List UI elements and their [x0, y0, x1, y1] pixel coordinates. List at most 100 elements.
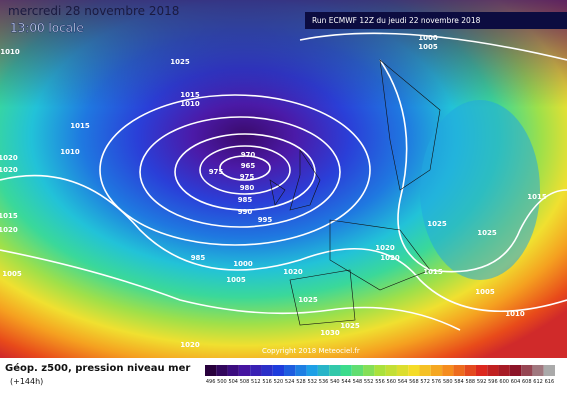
isobar-label: 980 [240, 184, 255, 192]
isobar-label: 990 [238, 208, 253, 216]
scale-swatch [216, 365, 228, 376]
time-title: 13:00 locale [10, 21, 84, 35]
scale-swatch [442, 365, 454, 376]
scale-swatch [340, 365, 352, 376]
scale-swatch [238, 365, 251, 376]
isobar-label: 1005 [475, 288, 495, 296]
scale-label: 616 [545, 379, 555, 385]
isobar-label: 1005 [2, 270, 22, 278]
isobar-label: 1010 [60, 148, 80, 156]
scale-label: 564 [398, 379, 408, 385]
scale-label: 556 [375, 379, 385, 385]
trough [420, 100, 540, 280]
scale-label: 560 [387, 379, 397, 385]
scale-swatch [543, 365, 555, 376]
scale-swatch [363, 365, 375, 376]
scale-swatch [396, 365, 409, 376]
isobar-label: 965 [241, 162, 256, 170]
isobar-label: 985 [238, 196, 253, 204]
run-text: Run ECMWF 12Z du jeudi 22 novembre 2018 [312, 16, 481, 25]
isobar-label: 1015 [527, 193, 547, 201]
isobar-label: 1015 [423, 268, 443, 276]
scale-swatch [295, 365, 307, 376]
scale-swatch [385, 365, 397, 376]
scale-swatch [227, 365, 239, 376]
isobar-label: 1020 [380, 254, 400, 262]
isobars [0, 32, 567, 331]
scale-swatch [284, 365, 296, 376]
scale-label: 516 [262, 379, 272, 385]
isobar-label: 1015 [0, 212, 18, 220]
scale-label: 540 [330, 379, 340, 385]
isobar-label: 970 [241, 151, 256, 159]
legend-title: Géop. z500, pression niveau mer [5, 362, 190, 374]
scale-swatch [317, 365, 330, 376]
isobar-label: 1015 [70, 122, 90, 130]
scale-swatch [498, 365, 510, 376]
scale-swatch [351, 365, 364, 376]
lead-time: (+144h) [10, 377, 43, 386]
scale-label: 504 [228, 379, 238, 385]
run-bar [305, 12, 567, 29]
scale-swatch [532, 365, 544, 376]
scale-label: 568 [409, 379, 419, 385]
scale-swatch [272, 365, 285, 376]
isobar-label: 1025 [170, 58, 190, 66]
isobar-label: 1005 [418, 43, 438, 51]
isobar-label: 975 [209, 168, 224, 176]
scale-swatch [374, 365, 386, 376]
scale-label: 552 [364, 379, 374, 385]
date-title: mercredi 28 novembre 2018 [8, 4, 179, 18]
scale-swatch [205, 365, 217, 376]
scale-label: 512 [251, 379, 261, 385]
isobar-label: 1025 [477, 229, 497, 237]
isobar-label: 1025 [340, 322, 360, 330]
scale-label: 612 [533, 379, 543, 385]
isobar-label: 1030 [320, 329, 340, 337]
scale-label: 532 [307, 379, 317, 385]
scale-label: 544 [341, 379, 351, 385]
isobar-label: 1025 [427, 220, 447, 228]
scale-label: 576 [432, 379, 442, 385]
isobar-label: 1020 [283, 268, 303, 276]
scale-label: 524 [285, 379, 295, 385]
scale-swatch [306, 365, 318, 376]
isobar-label: 1000 [233, 260, 253, 268]
scale-swatch [329, 365, 341, 376]
scale-label: 536 [319, 379, 329, 385]
scale-label: 584 [454, 379, 464, 385]
scale-label: 596 [488, 379, 498, 385]
isobar-label: 1025 [298, 296, 318, 304]
scale-swatch [408, 365, 420, 376]
isobar-label: 1010 [505, 310, 525, 318]
isobar-label: 1010 [0, 48, 20, 56]
scale-label: 496 [206, 379, 216, 385]
scale-label: 588 [466, 379, 476, 385]
scale-label: 520 [274, 379, 284, 385]
isobar-label: 1020 [0, 166, 18, 174]
isobar-label: 1020 [0, 154, 18, 162]
isobar-label: 1005 [226, 276, 246, 284]
scale-label: 528 [296, 379, 306, 385]
scale-swatch [521, 365, 533, 376]
scale-label: 572 [420, 379, 430, 385]
scale-label: 500 [217, 379, 227, 385]
scale-label: 508 [240, 379, 250, 385]
isobar-label: 1020 [375, 244, 395, 252]
scale-label: 580 [443, 379, 453, 385]
isobar-label: 1020 [0, 226, 18, 234]
scale-swatch [464, 365, 476, 376]
scale-label: 608 [522, 379, 532, 385]
scale-label: 548 [353, 379, 363, 385]
scale-swatch [430, 365, 443, 376]
scale-swatch [475, 365, 488, 376]
scale-swatch [250, 365, 262, 376]
coastlines [269, 59, 441, 326]
scale-swatch [261, 365, 273, 376]
scale-swatch [487, 365, 499, 376]
isobar-label: 1010 [180, 100, 200, 108]
scale-swatch [453, 365, 465, 376]
scale-label: 600 [499, 379, 509, 385]
scale-label: 592 [477, 379, 487, 385]
